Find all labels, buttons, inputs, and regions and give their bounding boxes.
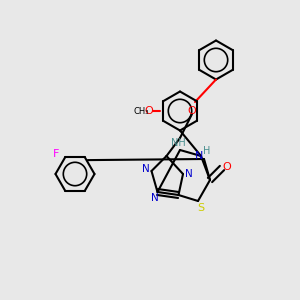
Text: H: H (203, 146, 211, 157)
Text: O: O (145, 106, 154, 116)
Text: CH₃: CH₃ (133, 106, 149, 116)
Text: N: N (195, 151, 204, 161)
Text: S: S (197, 202, 205, 213)
Text: N: N (184, 169, 192, 179)
Text: F: F (53, 149, 59, 159)
Text: O: O (222, 161, 231, 172)
Text: N: N (142, 164, 149, 175)
Text: NH: NH (171, 137, 186, 148)
Text: O: O (188, 106, 196, 116)
Text: N: N (151, 193, 158, 203)
